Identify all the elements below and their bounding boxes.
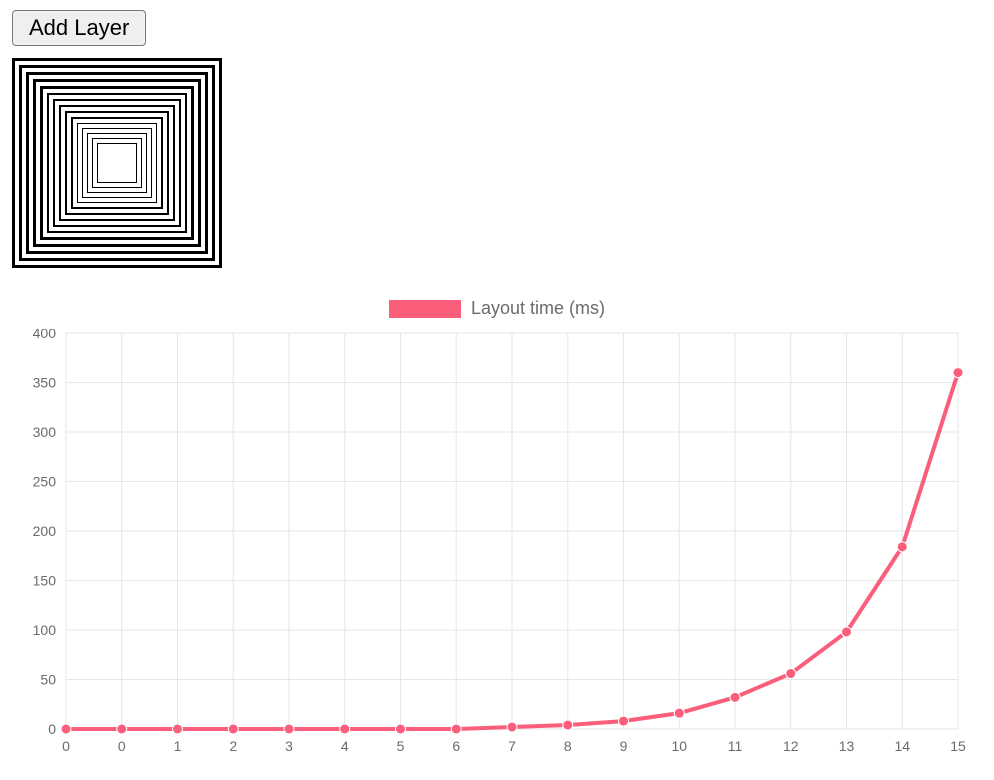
- y-tick-label: 350: [33, 375, 57, 391]
- x-tick-label: 13: [839, 738, 855, 754]
- x-tick-label: 6: [452, 738, 460, 754]
- series-point: [563, 720, 573, 730]
- legend-swatch: [389, 300, 461, 318]
- series-point: [842, 627, 852, 637]
- series-point: [61, 724, 71, 734]
- nested-layer: [71, 117, 163, 209]
- chart-legend: Layout time (ms): [10, 298, 984, 319]
- x-tick-label: 10: [671, 738, 687, 754]
- x-tick-label: 3: [285, 738, 293, 754]
- chart-container: Layout time (ms) 05010015020025030035040…: [10, 298, 984, 770]
- y-tick-label: 200: [33, 523, 57, 539]
- series-point: [953, 368, 963, 378]
- y-tick-label: 100: [33, 622, 57, 638]
- x-tick-label: 15: [950, 738, 966, 754]
- series-point: [228, 724, 238, 734]
- series-point: [117, 724, 127, 734]
- x-tick-label: 1: [174, 738, 182, 754]
- nested-layer: [53, 99, 181, 227]
- nested-layer: [92, 138, 142, 188]
- layout-time-line-chart: 0501001502002503003504000012345678910111…: [10, 329, 984, 769]
- nested-layer: [12, 58, 222, 268]
- x-tick-label: 7: [508, 738, 516, 754]
- y-tick-label: 300: [33, 424, 57, 440]
- nested-layer: [77, 123, 157, 203]
- series-point: [396, 724, 406, 734]
- series-point: [284, 724, 294, 734]
- series-point: [674, 708, 684, 718]
- series-point: [451, 724, 461, 734]
- x-tick-label: 9: [620, 738, 628, 754]
- x-tick-label: 0: [62, 738, 70, 754]
- nested-layer: [47, 93, 187, 233]
- nested-layer: [65, 111, 169, 215]
- series-point: [507, 722, 517, 732]
- nested-layer: [87, 133, 147, 193]
- x-tick-label: 12: [783, 738, 799, 754]
- series-point: [786, 669, 796, 679]
- nested-layer: [19, 65, 215, 261]
- nested-layer: [59, 105, 175, 221]
- nested-layer: [26, 72, 208, 254]
- x-tick-label: 0: [118, 738, 126, 754]
- y-tick-label: 0: [48, 721, 56, 737]
- nested-layers-preview: [12, 58, 222, 268]
- y-tick-label: 250: [33, 474, 57, 490]
- x-tick-label: 11: [728, 738, 743, 754]
- nested-layer: [97, 143, 137, 183]
- series-point: [619, 716, 629, 726]
- y-tick-label: 50: [40, 672, 56, 688]
- add-layer-button[interactable]: Add Layer: [12, 10, 146, 46]
- x-tick-label: 14: [894, 738, 910, 754]
- x-tick-label: 4: [341, 738, 349, 754]
- y-tick-label: 150: [33, 573, 57, 589]
- series-point: [897, 542, 907, 552]
- nested-layer: [33, 79, 201, 247]
- x-tick-label: 8: [564, 738, 572, 754]
- y-tick-label: 400: [33, 329, 57, 341]
- x-tick-label: 5: [397, 738, 405, 754]
- legend-label: Layout time (ms): [471, 298, 605, 319]
- series-point: [173, 724, 183, 734]
- series-point: [730, 692, 740, 702]
- series-point: [340, 724, 350, 734]
- x-tick-label: 2: [229, 738, 237, 754]
- nested-layer: [40, 86, 194, 240]
- nested-layer: [82, 128, 152, 198]
